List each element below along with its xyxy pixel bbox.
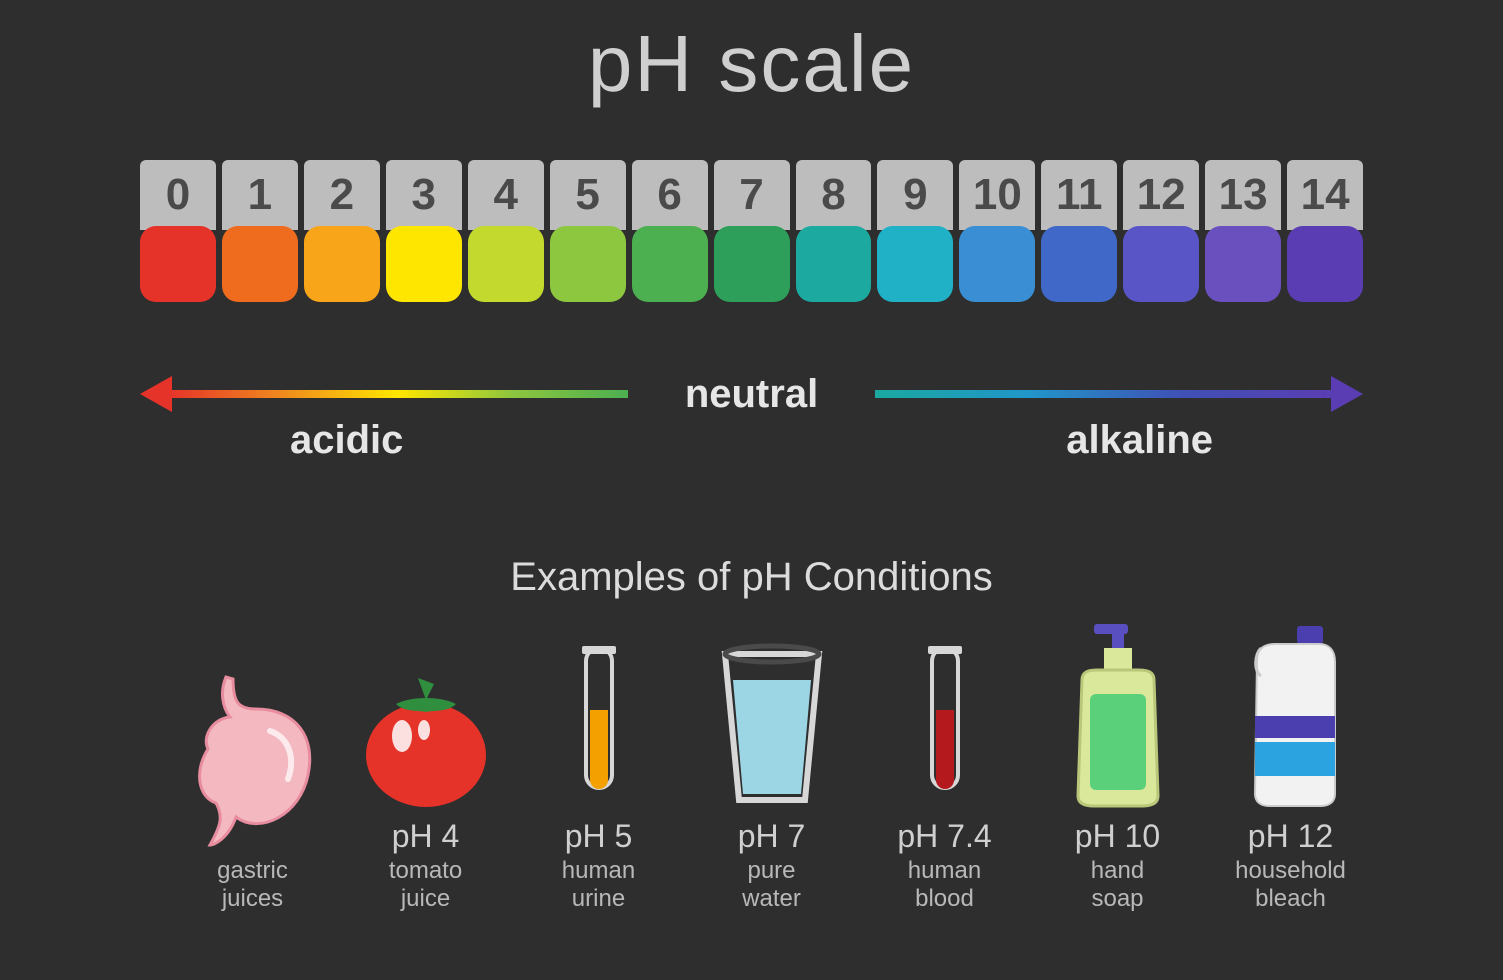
ph-swatch-8: 8 xyxy=(796,160,872,302)
ph-color-chip xyxy=(1041,226,1117,302)
example-ph: pH 4 xyxy=(392,818,460,855)
ph-color-chip xyxy=(959,226,1035,302)
ph-swatch-12: 12 xyxy=(1123,160,1199,302)
ph-color-chip xyxy=(796,226,872,302)
ph-swatch-1: 1 xyxy=(222,160,298,302)
ph-number: 7 xyxy=(714,160,790,230)
label-acidic: acidic xyxy=(290,418,403,463)
ph-color-chip xyxy=(550,226,626,302)
example-ph: pH 10 xyxy=(1075,818,1160,855)
ph-swatch-11: 11 xyxy=(1041,160,1117,302)
example-name: purewater xyxy=(742,857,801,912)
ph-swatch-14: 14 xyxy=(1287,160,1363,302)
examples-row: gastricjuicespH 4tomatojuicepH 5humanuri… xyxy=(170,620,1373,912)
ph-number: 2 xyxy=(304,160,380,230)
ph-color-chip xyxy=(1205,226,1281,302)
page-title: pH scale xyxy=(0,0,1503,110)
example-name: householdbleach xyxy=(1235,857,1346,912)
ph-swatch-0: 0 xyxy=(140,160,216,302)
label-alkaline: alkaline xyxy=(1066,418,1213,463)
label-neutral: neutral xyxy=(685,372,818,417)
testtube-icon xyxy=(564,620,634,810)
arrow-right-icon xyxy=(1331,376,1363,412)
ph-color-chip xyxy=(1123,226,1199,302)
ph-number: 1 xyxy=(222,160,298,230)
examples-heading: Examples of pH Conditions xyxy=(0,555,1503,600)
ph-scale-strip: 01234567891011121314 xyxy=(140,160,1363,302)
example-name: tomatojuice xyxy=(389,857,462,912)
ph-number: 10 xyxy=(959,160,1035,230)
example-stomach: gastricjuices xyxy=(170,657,335,912)
ph-swatch-7: 7 xyxy=(714,160,790,302)
example-name: handsoap xyxy=(1091,857,1144,912)
tomato-icon xyxy=(356,620,496,810)
example-ph: pH 7.4 xyxy=(897,818,991,855)
ph-color-chip xyxy=(304,226,380,302)
ph-number: 8 xyxy=(796,160,872,230)
ph-color-chip xyxy=(1287,226,1363,302)
example-name: humanurine xyxy=(562,857,635,912)
ph-number: 5 xyxy=(550,160,626,230)
example-soap: pH 10handsoap xyxy=(1035,620,1200,912)
example-testtube: pH 7.4humanblood xyxy=(862,620,1027,912)
axis-arrow: neutral acidic alkaline xyxy=(140,390,1363,500)
ph-number: 6 xyxy=(632,160,708,230)
ph-number: 12 xyxy=(1123,160,1199,230)
gradient-acidic xyxy=(168,390,628,398)
example-tomato: pH 4tomatojuice xyxy=(343,620,508,912)
example-ph: pH 7 xyxy=(738,818,806,855)
bleach-icon xyxy=(1231,620,1351,810)
ph-number: 14 xyxy=(1287,160,1363,230)
ph-swatch-5: 5 xyxy=(550,160,626,302)
ph-color-chip xyxy=(140,226,216,302)
ph-number: 9 xyxy=(877,160,953,230)
ph-swatch-9: 9 xyxy=(877,160,953,302)
testtube-icon xyxy=(910,620,980,810)
ph-swatch-6: 6 xyxy=(632,160,708,302)
example-ph: pH 5 xyxy=(565,818,633,855)
ph-color-chip xyxy=(714,226,790,302)
ph-color-chip xyxy=(632,226,708,302)
glass-icon xyxy=(707,620,837,810)
example-name: humanblood xyxy=(908,857,981,912)
ph-number: 11 xyxy=(1041,160,1117,230)
ph-color-chip xyxy=(386,226,462,302)
ph-number: 13 xyxy=(1205,160,1281,230)
stomach-icon xyxy=(178,657,328,847)
example-testtube: pH 5humanurine xyxy=(516,620,681,912)
ph-color-chip xyxy=(877,226,953,302)
ph-number: 0 xyxy=(140,160,216,230)
example-ph: pH 12 xyxy=(1248,818,1333,855)
ph-number: 4 xyxy=(468,160,544,230)
example-bleach: pH 12householdbleach xyxy=(1208,620,1373,912)
soap-icon xyxy=(1058,620,1178,810)
ph-swatch-2: 2 xyxy=(304,160,380,302)
ph-swatch-4: 4 xyxy=(468,160,544,302)
ph-swatch-13: 13 xyxy=(1205,160,1281,302)
gradient-alkaline xyxy=(875,390,1335,398)
example-name: gastricjuices xyxy=(217,857,288,912)
example-glass: pH 7purewater xyxy=(689,620,854,912)
ph-color-chip xyxy=(222,226,298,302)
ph-swatch-10: 10 xyxy=(959,160,1035,302)
ph-scale-infographic: pH scale 01234567891011121314 neutral ac… xyxy=(0,0,1503,980)
ph-swatch-3: 3 xyxy=(386,160,462,302)
ph-number: 3 xyxy=(386,160,462,230)
ph-color-chip xyxy=(468,226,544,302)
